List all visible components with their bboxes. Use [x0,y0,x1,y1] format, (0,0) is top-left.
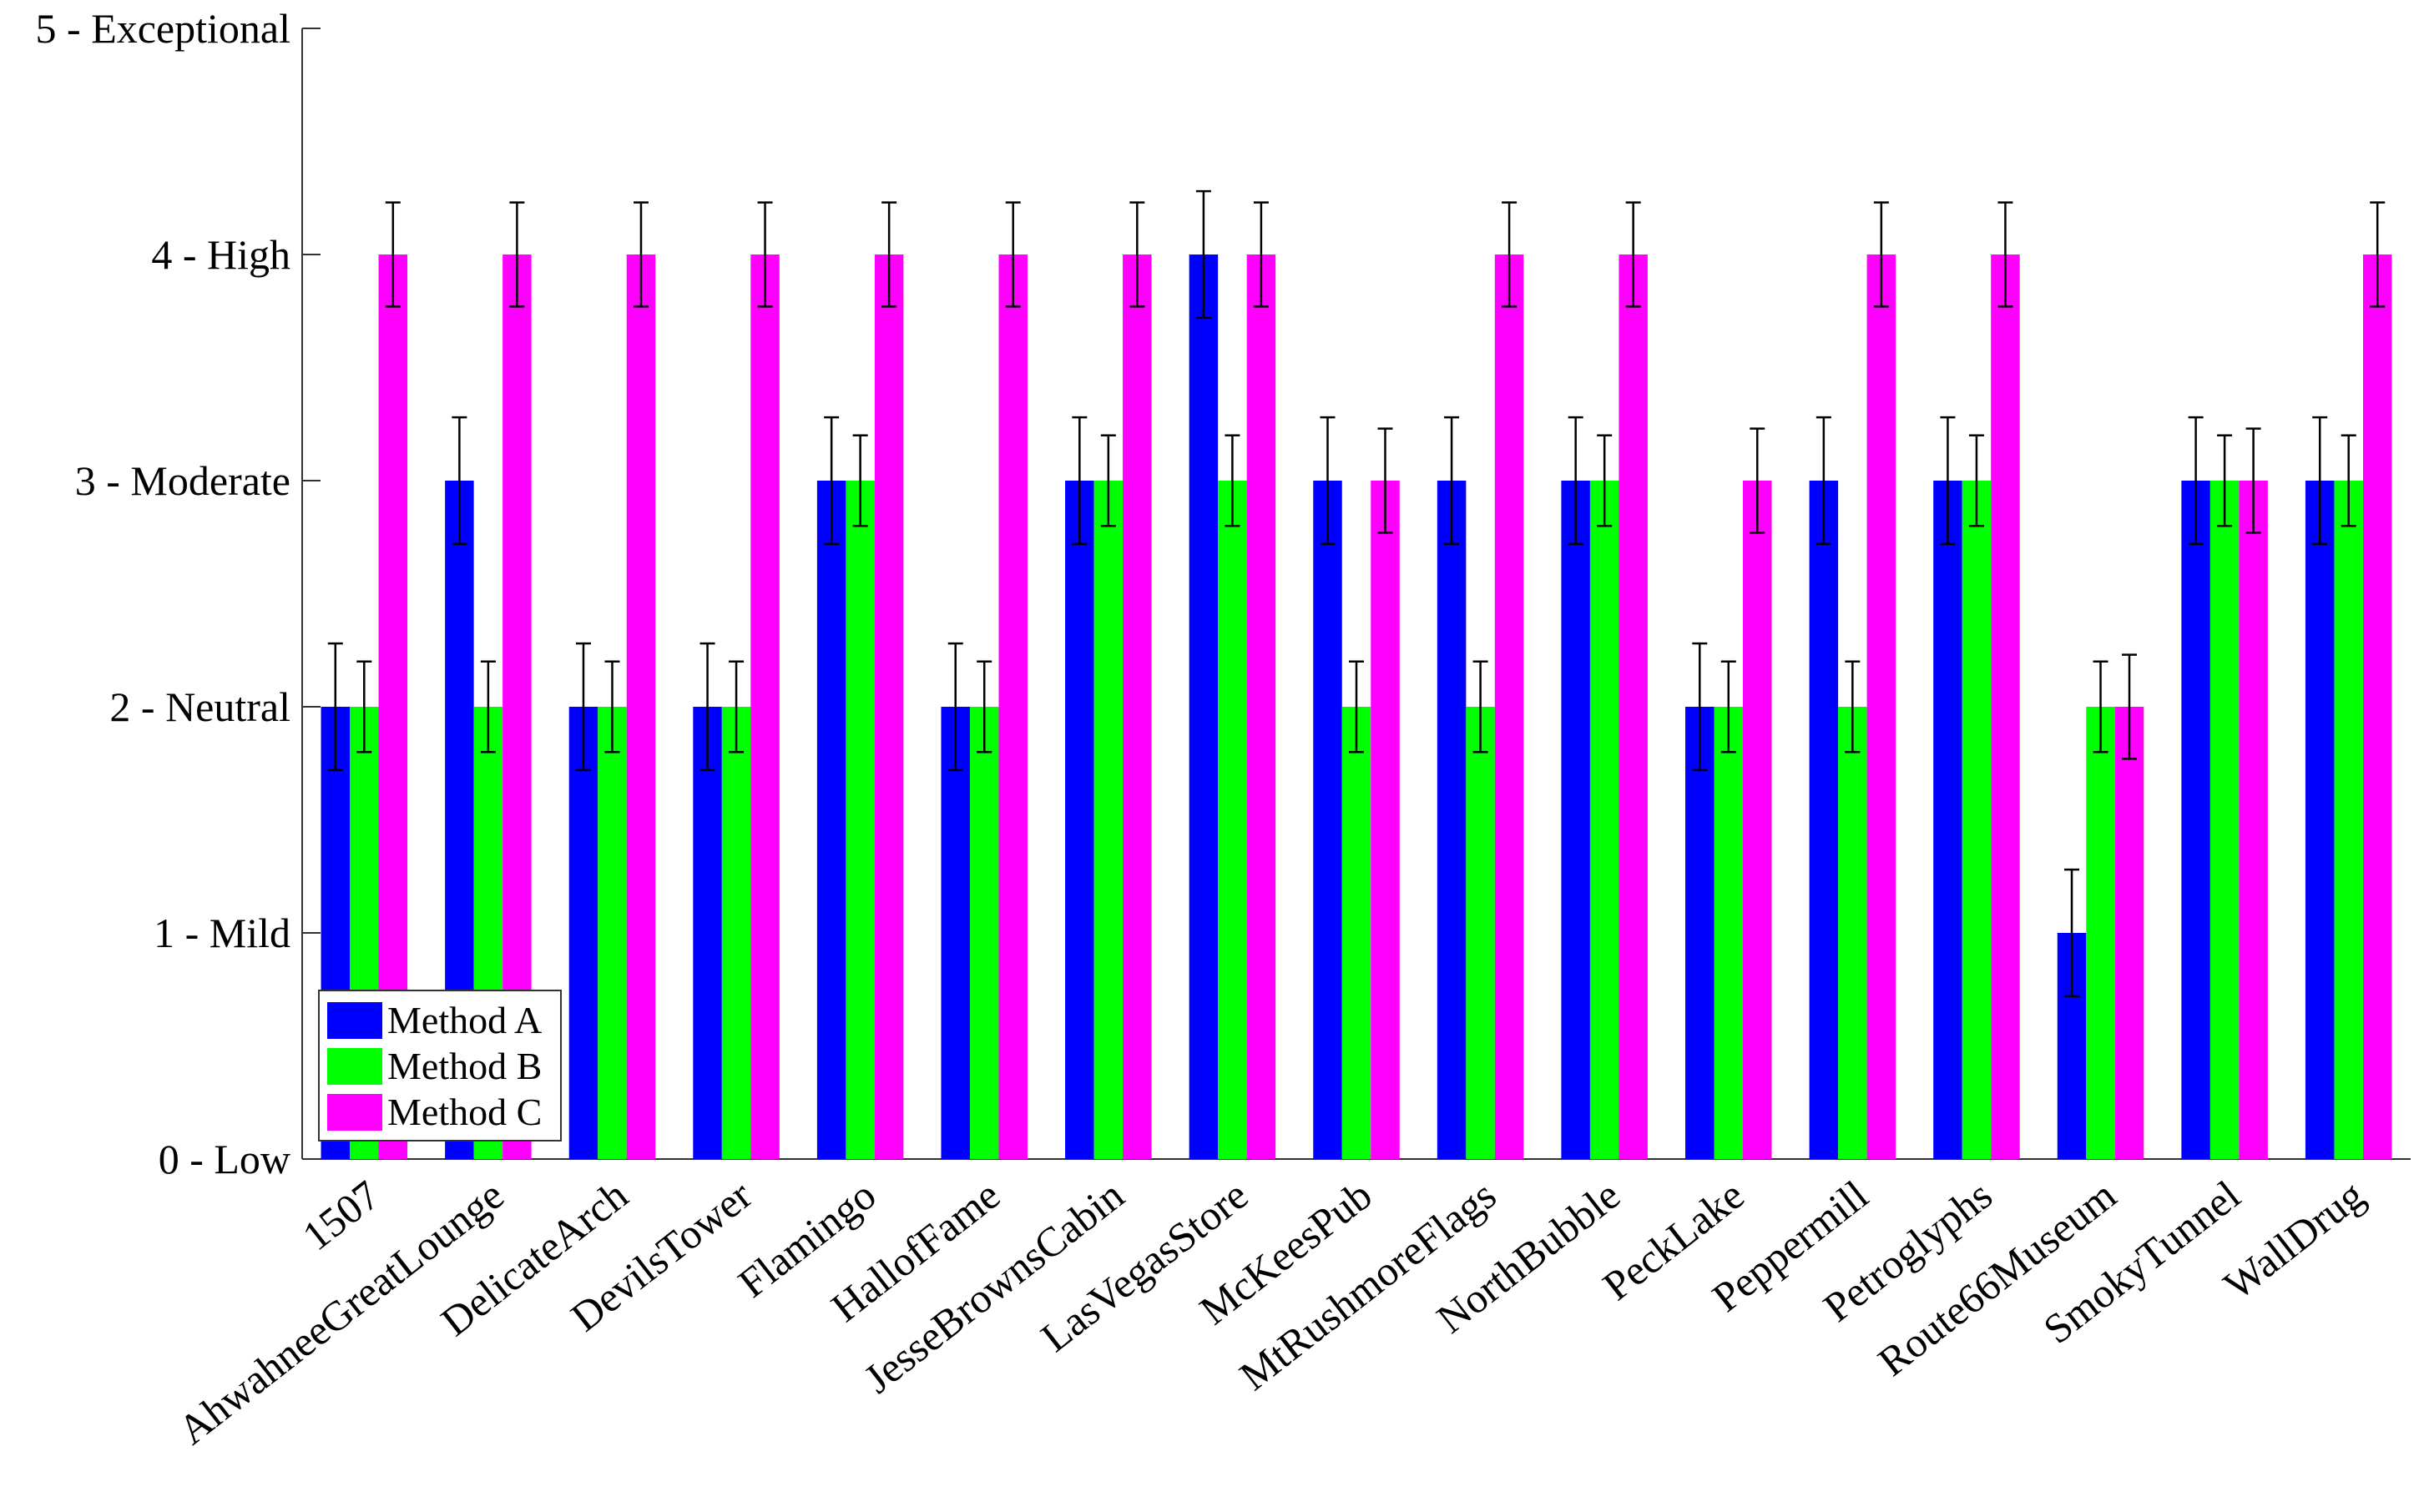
bar [1371,481,1400,1159]
bar [1714,707,1744,1159]
bar [2362,255,2392,1159]
legend-label: Method C [387,1091,542,1133]
y-tick-label: 0 - Low [159,1136,290,1182]
bar [1933,481,1962,1159]
bar [2209,481,2240,1159]
legend-swatch [327,1002,382,1039]
bar [1218,481,1247,1159]
bar [1494,255,1524,1159]
category-label: LasVegasStore [1033,1172,1257,1361]
bar [721,707,751,1159]
bar [1437,481,1467,1159]
bar [1246,255,1276,1159]
bar [969,707,999,1159]
y-tick-label: 5 - Exceptional [36,5,290,52]
bar [1991,255,2020,1159]
bar [2086,707,2115,1159]
bar [750,255,780,1159]
bar [1466,707,1495,1159]
bar [568,707,598,1159]
bar [1619,255,1648,1159]
bar [1123,255,1152,1159]
y-tick-label: 4 - High [151,231,290,278]
bar [626,255,656,1159]
legend-swatch [327,1048,382,1085]
error-bars [327,189,2386,998]
bar [1962,481,1992,1159]
category-labels: 1507AhwahneeGreatLoungeDelicateArchDevil… [169,1171,2373,1453]
bar [1313,481,1342,1159]
bar [846,481,875,1159]
category-label: 1507 [294,1172,388,1260]
bar [693,707,722,1159]
bars [321,255,2392,1159]
bar [1838,707,1867,1159]
legend-label: Method B [387,1045,542,1087]
bar [1743,481,1772,1159]
y-tick-label: 2 - Neutral [109,683,290,730]
bar [2305,481,2335,1159]
bar [998,255,1028,1159]
bar [1093,481,1124,1159]
bar [1341,707,1371,1159]
y-tick-label: 3 - Moderate [75,457,290,504]
category-label: WallDrug [2215,1172,2373,1309]
y-ticks: 0 - Low 1 - Mild 2 - Neutral 3 - Moderate 4 … [36,5,321,1182]
bar [1866,255,1896,1159]
legend-label: Method A [387,999,542,1041]
bar [1809,481,1839,1159]
bar [1189,255,1219,1159]
bar [2239,481,2268,1159]
legend-swatch [327,1094,382,1131]
bar [2181,481,2210,1159]
bar [2114,707,2144,1159]
bar [816,481,846,1159]
bar [941,707,970,1159]
bar [1065,481,1094,1159]
bar [598,707,627,1159]
bar [1685,707,1714,1159]
bar [874,255,904,1159]
y-tick-label: 1 - Mild [154,910,290,956]
bar [2334,481,2363,1159]
bar [1561,481,1590,1159]
bar [1589,481,1619,1159]
